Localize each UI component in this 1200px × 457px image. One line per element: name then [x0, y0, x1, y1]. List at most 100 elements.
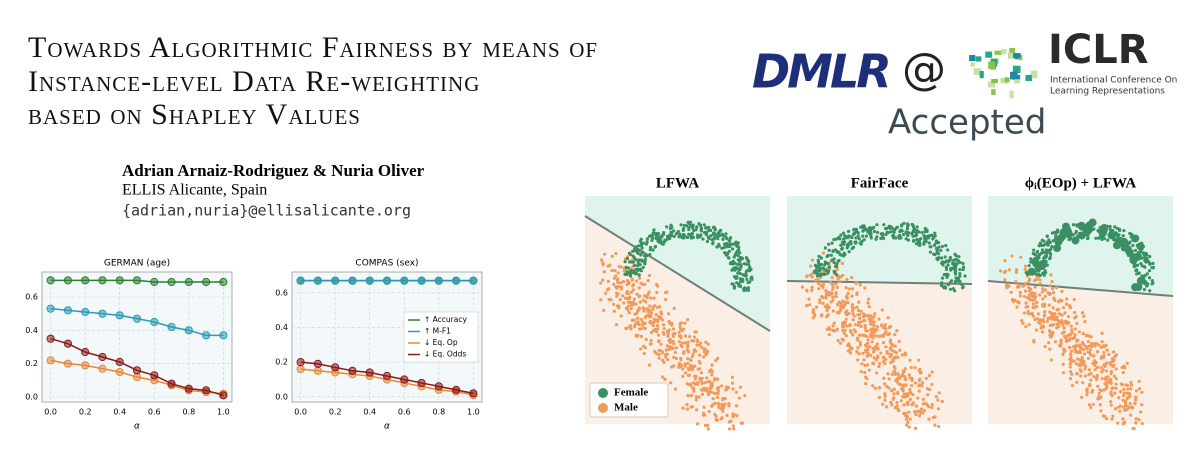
embedding-dot [702, 223, 706, 227]
point [331, 276, 340, 285]
embedding-dot [629, 303, 634, 307]
embedding-dot [818, 300, 822, 305]
embedding-dot [937, 391, 941, 395]
embedding-dot [878, 361, 882, 366]
embedding-dot [925, 386, 930, 391]
embedding-dot [1096, 397, 1100, 401]
embedding-dot [1064, 339, 1068, 343]
embedding-dot [633, 263, 637, 268]
embedding-dot [642, 294, 647, 298]
embedding-dot [817, 269, 822, 273]
embedding-dot [805, 289, 809, 293]
embedding-dot [834, 273, 839, 277]
embedding-dot [1063, 320, 1067, 324]
embedding-dot [746, 288, 751, 292]
title-line: Instance-level Data Re-weighting [28, 65, 480, 98]
embedding-dot [849, 235, 854, 239]
embedding-dot [858, 340, 863, 345]
embedding-dot [833, 329, 837, 333]
embedding-dot [599, 258, 604, 262]
embedding-dot [1036, 264, 1040, 268]
embedding-dot [862, 224, 866, 228]
embedding-dot [1061, 323, 1065, 327]
embedding-dot [601, 278, 605, 282]
embedding-dot [1148, 254, 1152, 259]
embedding-dot [1099, 395, 1103, 399]
embedding-dot [914, 233, 919, 237]
embedding-dot [850, 275, 854, 280]
y-tick-label: 0.0 [275, 392, 288, 401]
title-line: based on Shapley Values [28, 98, 361, 131]
embedding-dot [1137, 418, 1141, 422]
embedding-dot [954, 269, 958, 273]
embedding-dot [845, 246, 849, 250]
embedding-dot [933, 415, 937, 419]
embedding-dot [902, 221, 906, 225]
embedding-dot [606, 279, 610, 283]
embedding-dot [1062, 236, 1066, 240]
embedding-dot [711, 225, 715, 230]
embedding-dot [1114, 353, 1118, 357]
embedding-dot [1042, 313, 1047, 317]
embedding-dot [1043, 269, 1047, 273]
embedding-dot [1055, 322, 1059, 326]
embedding-dot [1063, 311, 1067, 315]
embedding-dot [1041, 297, 1045, 301]
embedding-dot [713, 228, 717, 232]
embedding-dot [638, 300, 642, 304]
embedding-dot [805, 275, 809, 279]
embedding-dot [739, 256, 744, 260]
embedding-dot [1049, 273, 1053, 277]
embedding-dot [889, 225, 894, 229]
embedding-dot [1131, 243, 1135, 248]
embedding-dot [707, 409, 711, 414]
embedding-dot [1114, 241, 1118, 245]
embedding-dot [712, 236, 716, 240]
point [132, 366, 142, 375]
embedding-dot [865, 329, 869, 333]
embedding-dot [892, 392, 896, 396]
embedding-dot [887, 377, 891, 381]
embedding-dot [863, 286, 867, 290]
embedding-dot [672, 306, 676, 310]
embedding-dot [1045, 241, 1049, 246]
embedding-dot [827, 293, 832, 297]
embedding-dot [1122, 391, 1126, 395]
embedding-dot [705, 376, 709, 380]
embedding-dot [837, 250, 841, 255]
embedding-dot [1080, 311, 1085, 315]
embedding-dot [638, 327, 642, 331]
embedding-dot [928, 250, 933, 254]
embedding-dot [1059, 338, 1063, 342]
point [115, 311, 124, 320]
embedding-dot [874, 344, 878, 349]
embedding-dot [601, 263, 605, 267]
embedding-dot [1034, 317, 1038, 321]
embedding-dot [1145, 257, 1149, 261]
point [219, 277, 228, 287]
embedding-dot [730, 375, 734, 379]
embedding-dot [810, 288, 814, 292]
point [184, 326, 193, 335]
embedding-dot [634, 333, 638, 337]
embedding-dot [890, 372, 894, 377]
embedding-dot [919, 407, 924, 411]
embedding-dot [1022, 311, 1026, 315]
embedding-dot [869, 353, 873, 357]
embedding-dot [854, 281, 858, 285]
embedding-dot [831, 309, 835, 313]
embedding-dot [706, 349, 710, 353]
embedding-dot [686, 394, 690, 398]
embedding-dot [930, 405, 934, 410]
embedding-dot [872, 356, 876, 360]
embedding-dot [824, 261, 828, 265]
embedding-dot [1089, 342, 1094, 346]
embedding-dot [1054, 286, 1059, 290]
embedding-dot [619, 285, 624, 290]
x-tick-label: 0.0 [294, 408, 307, 417]
embedding-dot [933, 423, 937, 427]
embedding-dot [1072, 311, 1077, 315]
embedding-dot [656, 339, 661, 344]
embedding-dot [644, 337, 648, 341]
embedding-dot [1102, 229, 1106, 233]
